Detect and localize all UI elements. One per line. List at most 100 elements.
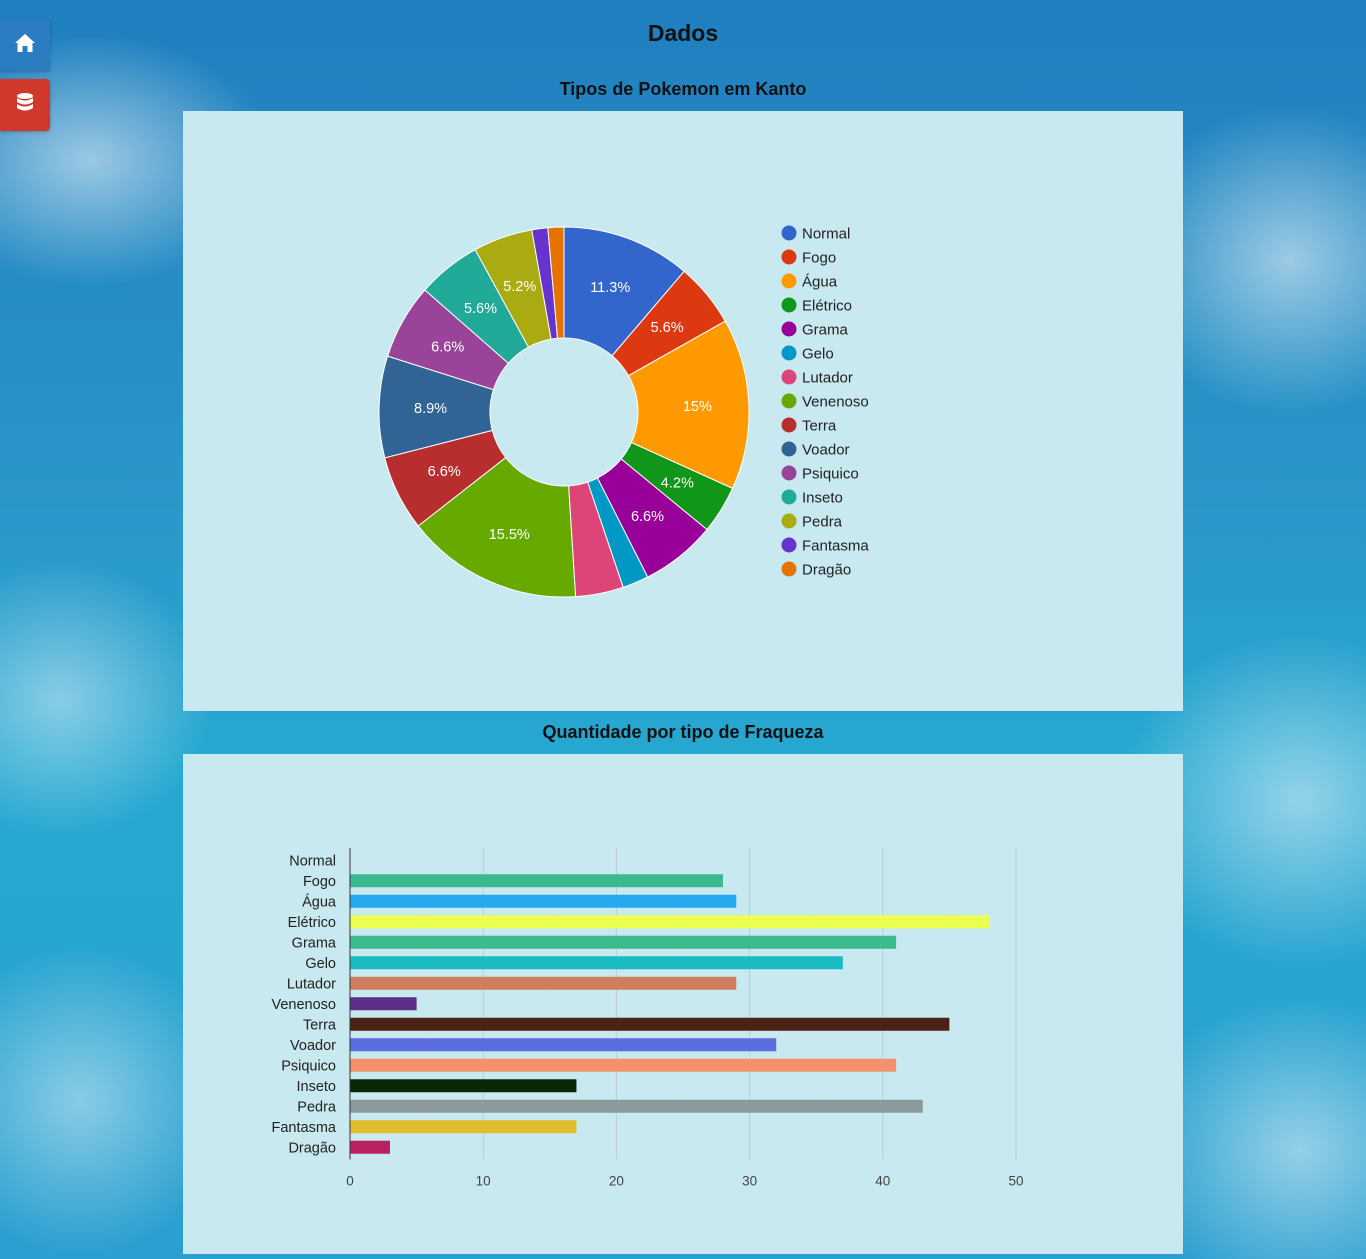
legend-item-eletrico[interactable]: Elétrico (781, 297, 853, 315)
legend-item-fogo[interactable]: Fogo (781, 249, 837, 267)
legend-swatch (781, 321, 797, 337)
bar-inseto[interactable] (350, 1079, 577, 1093)
pie-slice-agua[interactable] (627, 320, 750, 490)
legend-item-inseto[interactable]: Inseto (781, 489, 843, 507)
category-label-dragao: Dragão (288, 1140, 336, 1156)
bar-gelo[interactable] (350, 956, 843, 970)
pie-chart: 11.3% 5.6% 15% 4.2% 6.6% 15.5% 6.6% 8.9% 6.6% 5.6… (378, 225, 870, 598)
legend-label: Água (802, 274, 838, 291)
pie-slice-label: 15% (683, 399, 712, 415)
pie-slice-label: 4.2% (661, 476, 694, 492)
category-label-psiquico: Psiquico (281, 1058, 336, 1074)
legend-item-lutador[interactable]: Lutador (781, 369, 853, 387)
category-label-normal: Normal (289, 853, 336, 869)
legend-swatch (781, 225, 797, 241)
bar-chart-panel: 0 10 20 30 40 50 Normal Fogo Água Elétrico Grama Ge… (183, 754, 1183, 1254)
category-label-lutador: Lutador (287, 976, 336, 992)
x-tick-label: 10 (476, 1174, 491, 1189)
bar-lutador[interactable] (350, 976, 737, 990)
database-button[interactable] (0, 79, 50, 131)
pie-slice-label: 5.6% (464, 301, 497, 317)
x-tick-label: 40 (875, 1174, 890, 1189)
legend-swatch (781, 345, 797, 361)
bar-chart: 0 10 20 30 40 50 Normal Fogo Água Elétrico Grama Ge… (271, 848, 1024, 1189)
category-label-grama: Grama (292, 935, 337, 951)
x-tick-label: 50 (1008, 1174, 1023, 1189)
x-tick-label: 0 (346, 1174, 354, 1189)
bar-psiquico[interactable] (350, 1058, 897, 1072)
legend-item-psiquico[interactable]: Psiquico (781, 465, 859, 483)
pie-slice-label: 11.3% (590, 280, 630, 296)
legend-swatch (781, 393, 797, 409)
page-title: Dados (647, 20, 719, 46)
database-icon (16, 92, 34, 119)
bar-pedra[interactable] (350, 1099, 923, 1113)
legend-label: Grama (802, 322, 849, 339)
legend-label: Elétrico (802, 298, 852, 315)
category-label-eletrico: Elétrico (288, 915, 336, 931)
pie-slice-venenoso[interactable] (417, 456, 577, 598)
legend-swatch (781, 369, 797, 385)
legend-label: Dragão (802, 562, 851, 579)
pie-slice-label: 8.9% (414, 401, 447, 417)
category-label-inseto: Inseto (297, 1079, 337, 1095)
pie-slice-label: 6.6% (428, 464, 461, 480)
bar-terra[interactable] (350, 1017, 950, 1031)
x-tick-label: 20 (609, 1174, 624, 1189)
pie-chart-title: Tipos de Pokemon em Kanto (559, 79, 807, 99)
pie-slice-label: 5.6% (651, 320, 684, 336)
category-label-terra: Terra (303, 1017, 337, 1033)
category-label-fantasma: Fantasma (272, 1120, 337, 1136)
pie-slice-label: 6.6% (631, 509, 664, 525)
legend-label: Fantasma (802, 538, 869, 555)
legend-label: Lutador (802, 370, 853, 387)
legend-item-venenoso[interactable]: Venenoso (781, 393, 869, 411)
legend-label: Terra (802, 418, 837, 435)
legend-swatch (781, 489, 797, 505)
category-label-agua: Água (302, 893, 337, 910)
legend-swatch (781, 417, 797, 433)
legend-swatch (781, 273, 797, 289)
legend-item-agua[interactable]: Água (781, 273, 838, 291)
legend-item-gelo[interactable]: Gelo (781, 345, 834, 363)
category-label-venenoso: Venenoso (271, 997, 336, 1013)
legend-item-pedra[interactable]: Pedra (781, 513, 843, 531)
bar-fantasma[interactable] (350, 1120, 577, 1134)
legend-swatch (781, 537, 797, 553)
legend-item-grama[interactable]: Grama (781, 321, 849, 339)
legend-swatch (781, 465, 797, 481)
legend-item-voador[interactable]: Voador (781, 441, 850, 459)
legend-item-normal[interactable]: Normal (781, 225, 851, 243)
legend-item-fantasma[interactable]: Fantasma (781, 537, 870, 555)
category-label-gelo: Gelo (305, 956, 336, 972)
bar-venenoso[interactable] (350, 997, 417, 1011)
legend-label: Normal (802, 226, 850, 243)
pie-chart-panel: 11.3% 5.6% 15% 4.2% 6.6% 15.5% 6.6% 8.9% 6.6% 5.6… (183, 111, 1183, 711)
legend-label: Psiquico (802, 466, 859, 483)
legend-swatch (781, 297, 797, 313)
legend-label: Pedra (802, 514, 843, 531)
pie-slice-dragao[interactable] (547, 226, 565, 339)
home-icon (14, 33, 36, 58)
category-label-fogo: Fogo (303, 874, 336, 890)
bar-dragao[interactable] (350, 1140, 390, 1154)
bar-chart-title: Quantidade por tipo de Fraqueza (542, 722, 824, 742)
category-label-pedra: Pedra (297, 1099, 337, 1115)
legend-item-dragao[interactable]: Dragão (781, 561, 852, 579)
bar-agua[interactable] (350, 894, 737, 908)
pie-slice-label: 5.2% (503, 279, 536, 295)
bar-fogo[interactable] (350, 874, 723, 888)
legend-label: Fogo (802, 250, 836, 267)
x-tick-label: 30 (742, 1174, 757, 1189)
legend-item-terra[interactable]: Terra (781, 417, 837, 435)
pie-slice-label: 15.5% (489, 527, 530, 543)
home-button[interactable] (0, 19, 50, 71)
legend-swatch (781, 513, 797, 529)
bar-eletrico[interactable] (350, 915, 990, 929)
bar-grama[interactable] (350, 935, 897, 949)
bar-voador[interactable] (350, 1038, 777, 1052)
legend-label: Voador (802, 442, 850, 459)
pie-slice-label: 6.6% (431, 339, 464, 355)
legend-swatch (781, 561, 797, 577)
legend-swatch (781, 441, 797, 457)
